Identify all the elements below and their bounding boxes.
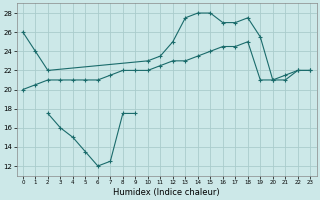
X-axis label: Humidex (Indice chaleur): Humidex (Indice chaleur) (113, 188, 220, 197)
